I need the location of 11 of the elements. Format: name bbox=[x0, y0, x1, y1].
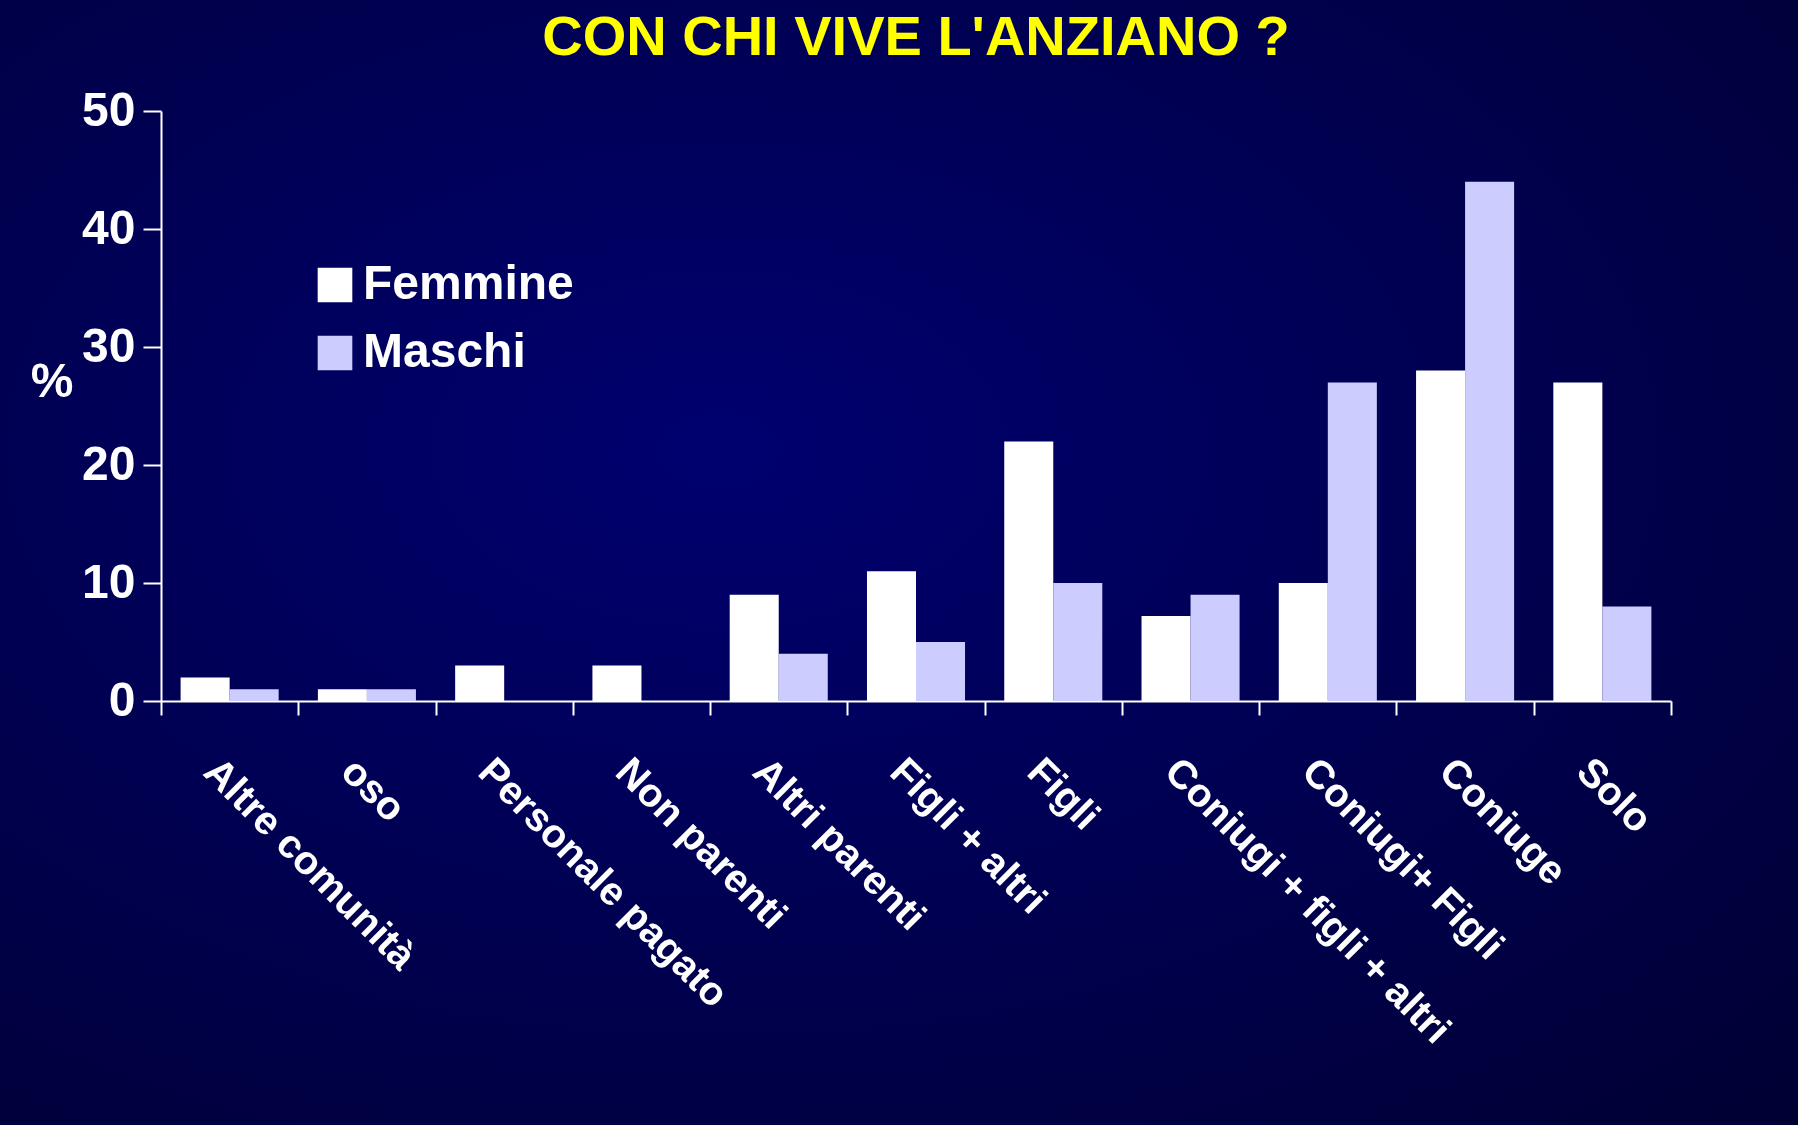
legend-label: Femmine bbox=[363, 256, 574, 309]
y-axis-title: % bbox=[30, 353, 74, 407]
y-tick-label: 20 bbox=[82, 436, 136, 490]
y-tick-label: 0 bbox=[108, 672, 136, 726]
y-tick-label: 40 bbox=[82, 200, 136, 254]
legend-label: Maschi bbox=[363, 324, 526, 377]
chart-title: CON CHI VIVE L'ANZIANO ? bbox=[542, 4, 1290, 67]
y-tick-label: 10 bbox=[82, 554, 136, 608]
y-tick-label: 30 bbox=[82, 318, 136, 372]
x-tick-label: oso bbox=[333, 748, 415, 830]
y-tick-label: 50 bbox=[82, 82, 136, 136]
